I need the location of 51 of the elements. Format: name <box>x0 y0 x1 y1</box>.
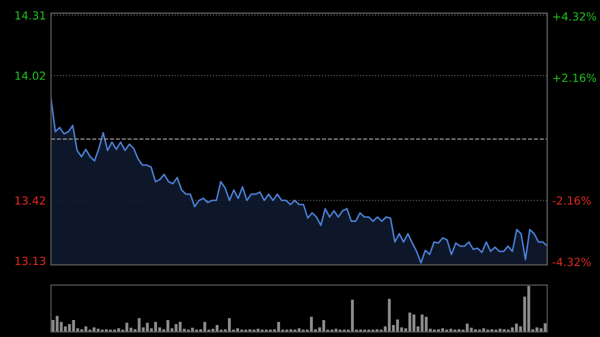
bar <box>420 314 424 332</box>
y2-tick-label: -4.32% <box>552 258 591 266</box>
bar <box>510 327 514 332</box>
bar <box>68 324 71 332</box>
bar <box>138 318 141 332</box>
bar <box>474 329 477 332</box>
bar <box>502 329 506 332</box>
bar <box>396 320 399 332</box>
bar <box>92 327 96 332</box>
bar <box>146 322 149 332</box>
bar <box>310 316 313 332</box>
bar <box>166 320 170 332</box>
bar <box>449 328 452 332</box>
y-tick-label: 13.42 <box>16 196 46 205</box>
bar <box>216 325 219 332</box>
bar <box>174 324 178 332</box>
bar <box>228 318 231 332</box>
bar <box>458 329 460 332</box>
bar <box>212 328 214 332</box>
y2-tick-label: -2.16% <box>552 196 591 205</box>
bar <box>125 322 128 332</box>
bar <box>248 329 252 332</box>
bar <box>536 327 538 332</box>
bar <box>289 329 292 332</box>
bar <box>154 322 158 332</box>
bar <box>490 329 494 332</box>
bar <box>544 323 547 332</box>
bar <box>256 328 260 332</box>
bar <box>498 328 502 332</box>
bar <box>515 324 518 332</box>
y-tick-label: 14.31 <box>16 11 46 20</box>
bar <box>104 329 108 332</box>
bar <box>388 298 391 332</box>
y-tick-label: 13.13 <box>16 256 46 266</box>
y2-tick-label: +2.16% <box>553 74 596 82</box>
bar <box>408 312 412 332</box>
bar <box>52 320 54 332</box>
bar <box>350 300 354 332</box>
bar <box>84 326 88 332</box>
bar <box>72 320 75 332</box>
bar <box>56 316 59 332</box>
bar <box>277 322 280 332</box>
bar <box>96 328 100 332</box>
bar <box>437 329 440 332</box>
bar <box>412 314 416 332</box>
y2-tick-label: +4.32% <box>553 12 596 21</box>
bar <box>64 326 67 332</box>
bar <box>376 329 378 332</box>
y-tick-label: 14.02 <box>16 72 46 80</box>
bar <box>178 322 182 332</box>
bar <box>334 328 338 332</box>
